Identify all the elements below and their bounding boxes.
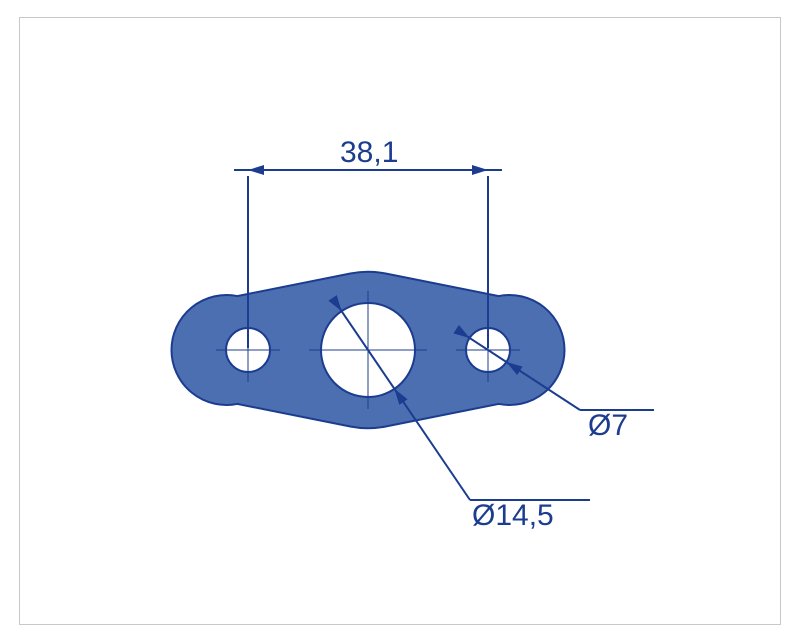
image-frame	[19, 17, 781, 625]
